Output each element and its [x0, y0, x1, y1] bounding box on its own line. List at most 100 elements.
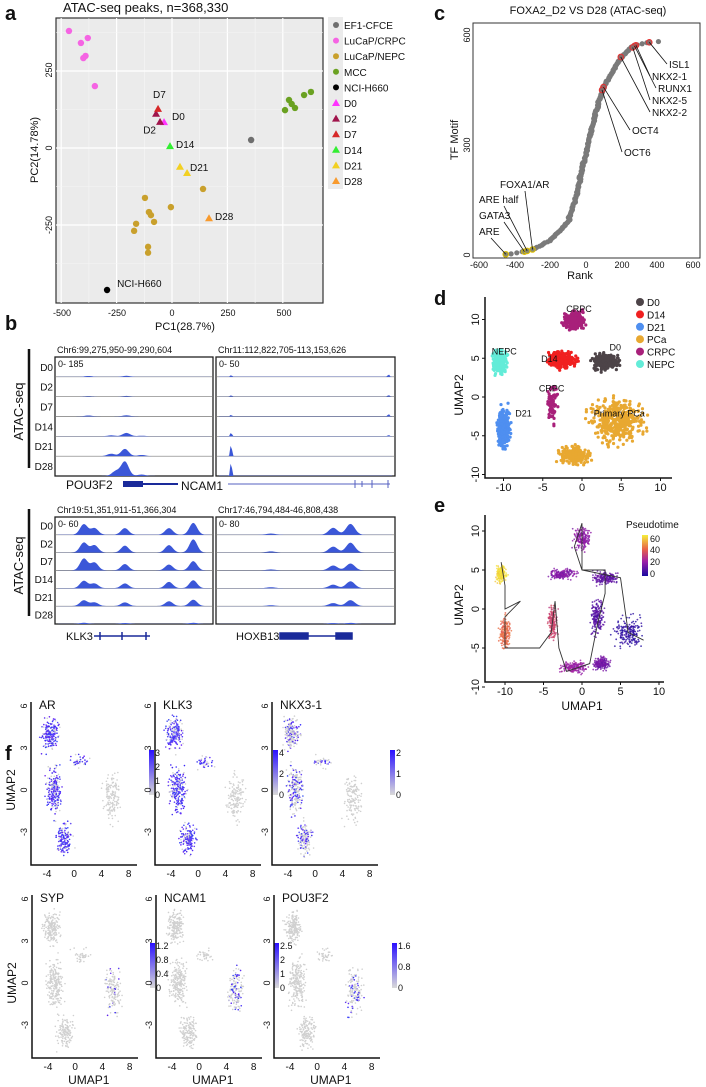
callout-line: [503, 221, 525, 252]
cell-point-D0: [604, 366, 608, 371]
atac-signal-D2: [219, 542, 392, 553]
cell-point: [51, 785, 53, 787]
cell-point-D14: [564, 359, 568, 363]
legend-label: NEPC: [647, 360, 675, 371]
cell-point: [571, 539, 574, 542]
motif-title: FOXA2_D2 VS D28 (ATAC-seq): [510, 5, 667, 17]
cell-point: [505, 575, 507, 578]
cell-point: [48, 725, 51, 728]
cell-point-PCa: [603, 398, 608, 402]
cell-point: [66, 820, 69, 822]
pca-point-triangle: [183, 168, 192, 176]
gene-label: POU3F2: [66, 478, 113, 492]
cell-point-PCa: [606, 427, 611, 431]
pca-point-triangle: [152, 109, 161, 117]
cell-point-CRPC: [553, 396, 557, 400]
cell-point: [53, 787, 56, 790]
cell-point-D14: [558, 368, 562, 372]
cell-point: [66, 839, 69, 842]
motif-label: ARE: [479, 227, 500, 238]
x-tick: 400: [649, 260, 664, 270]
cell-point: [614, 572, 617, 575]
cell-point: [61, 842, 63, 845]
cell-point: [61, 848, 64, 850]
cell-point-PCa: [596, 398, 600, 402]
cell-point: [620, 632, 622, 635]
cell-point: [636, 618, 639, 621]
cell-point: [78, 762, 81, 765]
cell-point-D0: [589, 358, 593, 363]
cell-point: [594, 611, 597, 613]
y-tick: 0: [462, 252, 472, 257]
cell-point-D21: [508, 428, 512, 432]
cell-point: [53, 781, 56, 783]
pca-point-triangle: [175, 162, 184, 170]
cell-point-D14: [560, 359, 564, 363]
pca-point: [84, 34, 91, 42]
cell-point: [599, 620, 601, 623]
cell-point: [84, 759, 86, 761]
cell-point: [504, 579, 507, 581]
cell-point-PCa: [604, 430, 608, 435]
cell-point: [584, 533, 587, 536]
cell-point-NEPC: [505, 365, 509, 369]
cell-point: [499, 577, 502, 580]
cell-point: [558, 670, 561, 673]
cell-point-D0: [601, 359, 605, 363]
cell-point: [550, 574, 553, 576]
cell-point: [599, 580, 602, 583]
cell-point: [628, 623, 631, 626]
cell-point: [54, 742, 57, 745]
cell-point: [53, 735, 55, 738]
cell-point: [54, 804, 56, 807]
cell-point: [549, 617, 551, 620]
sample-label: D21: [35, 442, 54, 453]
atac-signal-D7: [219, 563, 392, 571]
y-tick: -5: [470, 643, 482, 653]
cell-point: [82, 756, 84, 759]
cell-point-PCa: [644, 426, 649, 430]
cell-point: [59, 778, 61, 780]
cell-point-D21: [499, 419, 503, 423]
cell-point: [609, 659, 612, 662]
cell-point: [61, 786, 63, 788]
cell-point: [552, 636, 555, 638]
legend-label: D0: [647, 298, 660, 309]
sample-label: D7: [40, 403, 53, 414]
cell-point-NEPC: [492, 351, 496, 355]
cell-point: [619, 641, 622, 644]
cell-point: [52, 798, 55, 800]
cell-point: [591, 607, 593, 610]
cell-point: [55, 744, 58, 747]
cell-point: [556, 573, 559, 576]
cell-point-PCa: [572, 459, 576, 463]
cell-point: [50, 788, 53, 790]
pca-point: [300, 91, 308, 99]
cell-point: [48, 796, 51, 799]
cell-point: [625, 635, 627, 637]
legend-marker: [636, 322, 644, 331]
cell-point: [569, 578, 572, 581]
cell-point-PCa: [596, 407, 601, 411]
cell-point-PCa: [585, 460, 590, 464]
cell-point-D21: [505, 432, 509, 436]
cell-point: [564, 568, 567, 571]
cell-point: [60, 845, 62, 847]
legend-marker: [636, 360, 644, 368]
cell-point-CRPC: [551, 399, 555, 403]
cell-point: [51, 798, 53, 801]
cell-point-CRPC: [584, 323, 588, 327]
cell-point: [592, 574, 594, 577]
cell-point: [589, 621, 592, 624]
cell-point: [550, 612, 553, 615]
pca-point: [91, 82, 99, 90]
cell-point: [54, 820, 57, 823]
x-tick: 5: [618, 482, 624, 494]
cell-point: [52, 790, 55, 793]
colorbar-tick: 60: [650, 534, 660, 544]
cell-point-CRPC: [562, 323, 566, 328]
cell-point-PCa: [565, 446, 569, 450]
cell-point: [592, 663, 595, 666]
cell-point-NEPC: [496, 366, 500, 370]
y-tick: 10: [470, 525, 482, 537]
